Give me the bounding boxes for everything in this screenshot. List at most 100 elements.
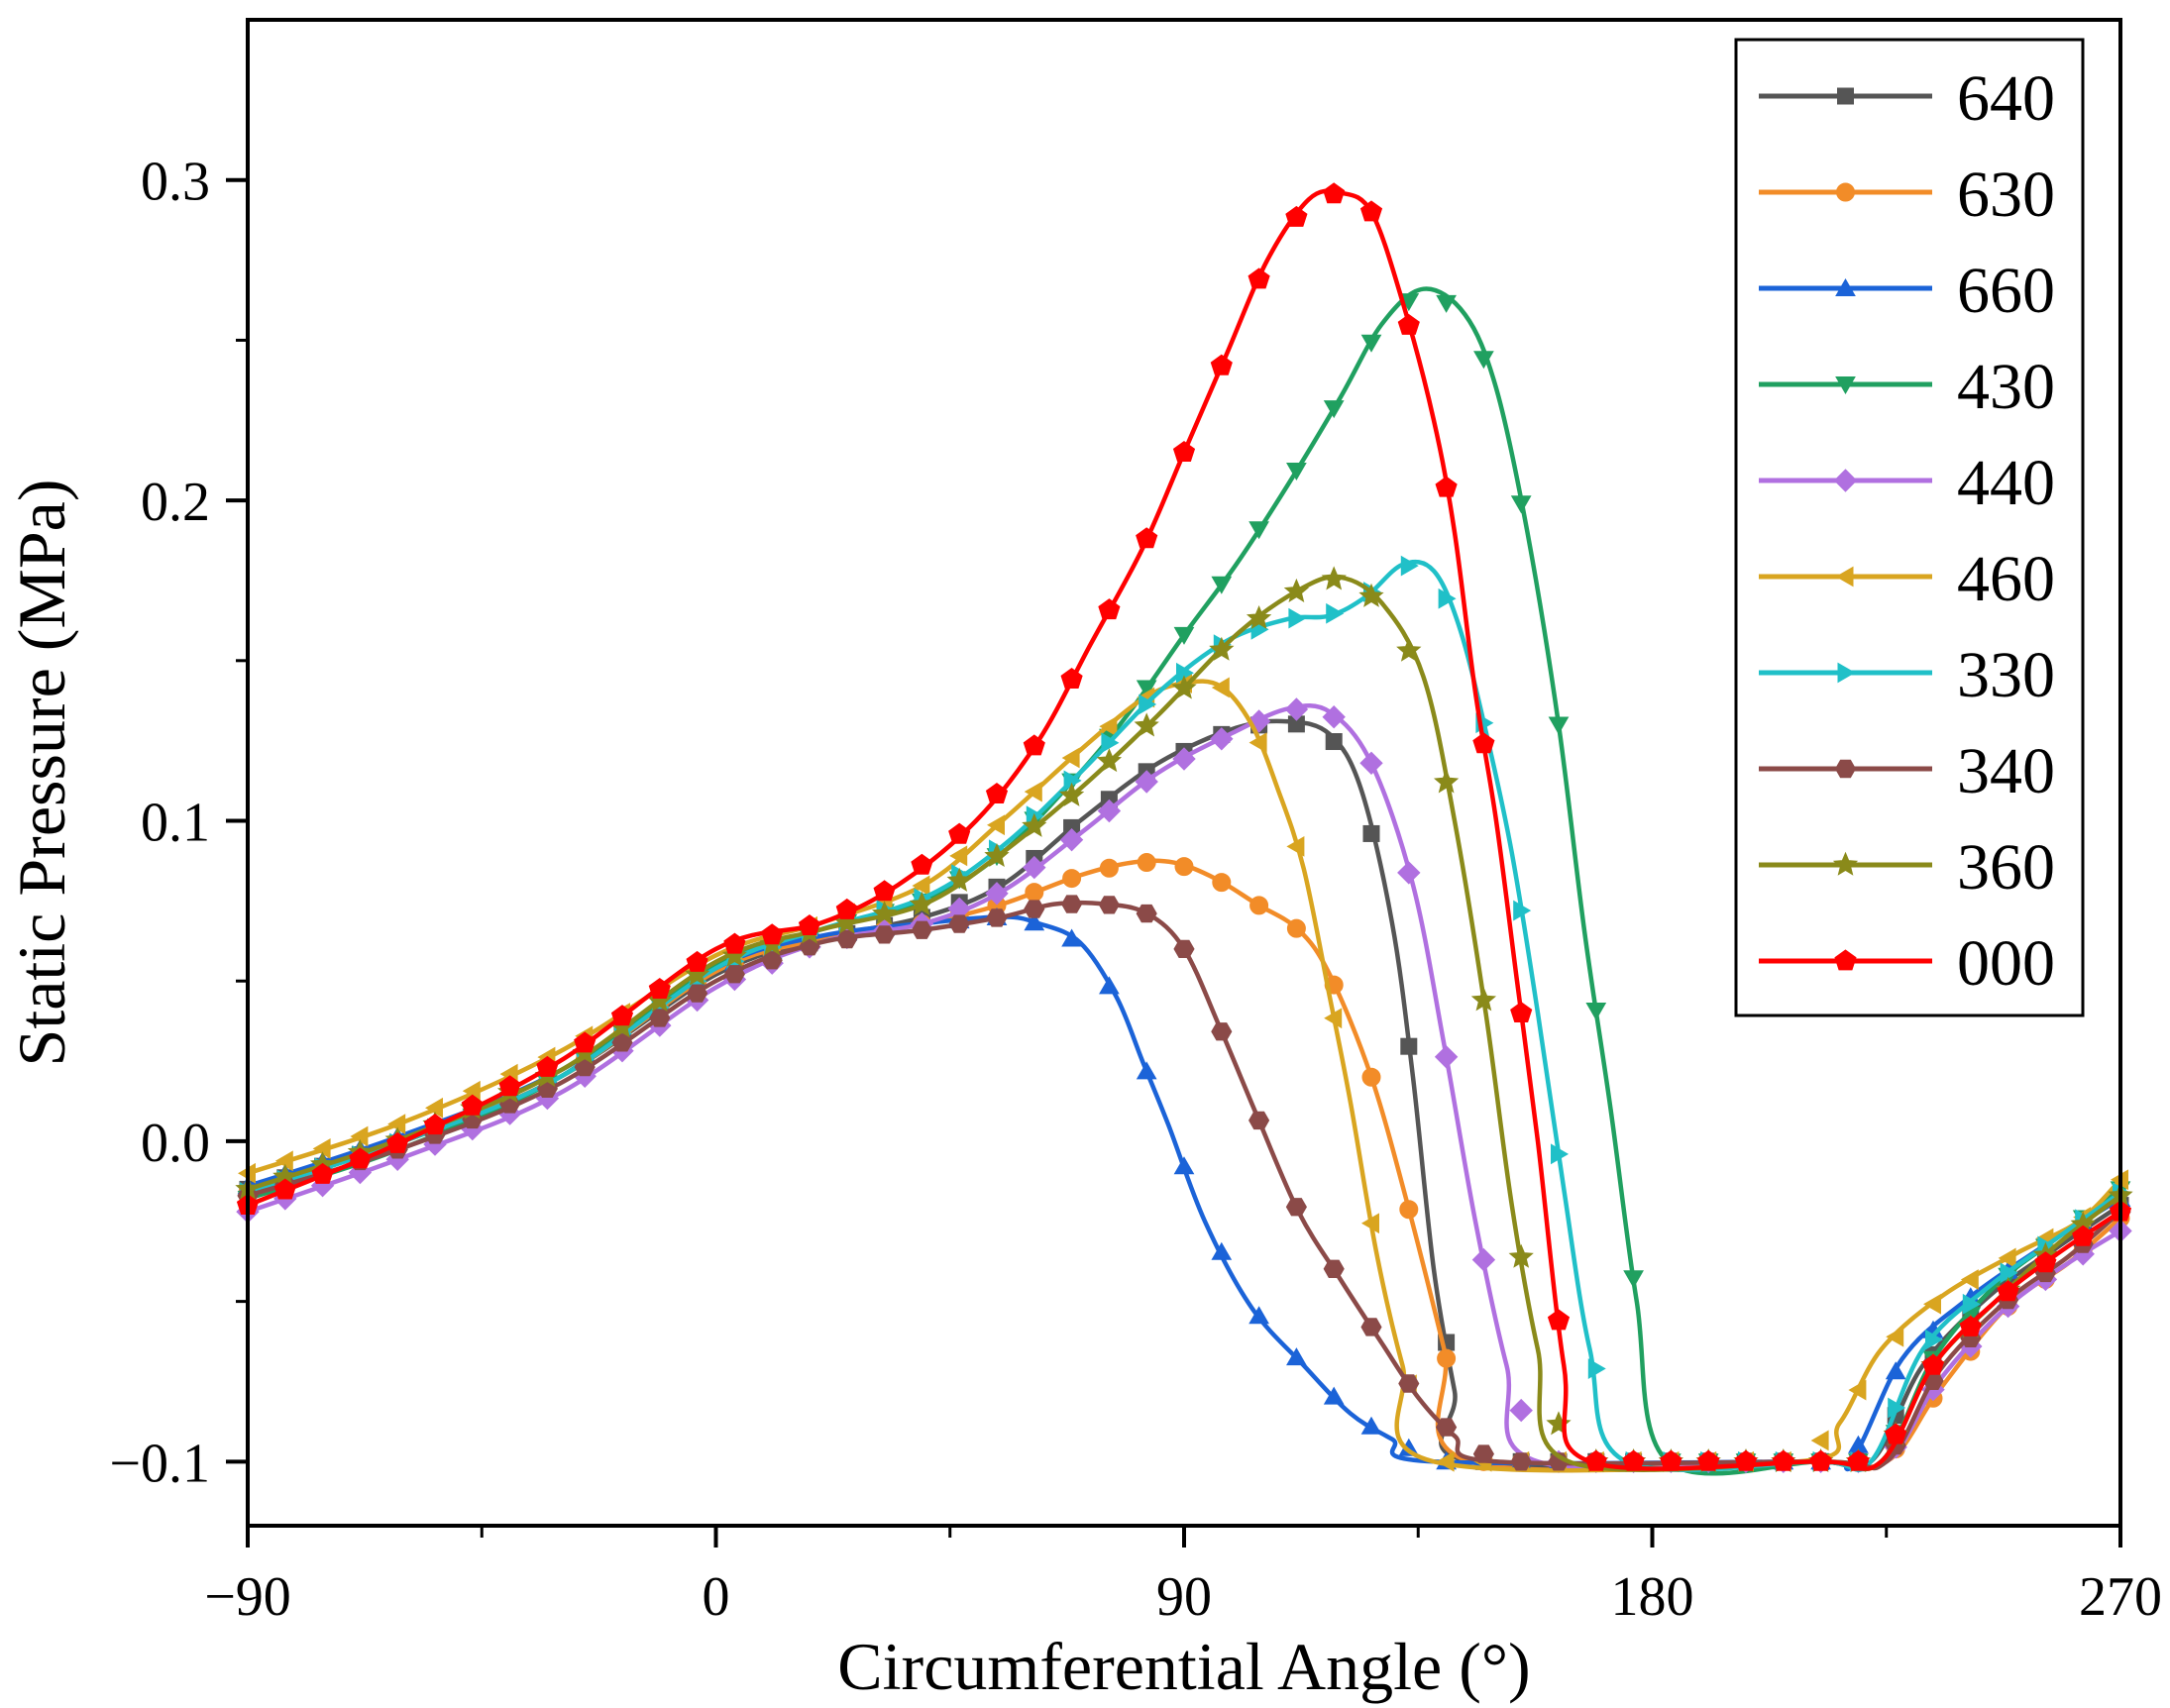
data-point — [836, 929, 858, 949]
data-point — [1436, 1418, 1458, 1437]
data-point — [1099, 715, 1118, 737]
data-point — [1137, 853, 1156, 873]
data-point — [648, 977, 671, 999]
data-point — [1508, 1243, 1534, 1268]
data-point — [1547, 1309, 1571, 1331]
data-point — [798, 913, 821, 935]
data-point — [1059, 827, 1084, 852]
data-point — [911, 853, 933, 875]
data-point — [1472, 732, 1495, 754]
data-point — [1284, 697, 1309, 721]
data-point — [1925, 1329, 1944, 1350]
data-point — [1286, 463, 1307, 481]
data-point — [1513, 900, 1532, 921]
data-point — [1510, 1452, 1532, 1471]
data-point — [1551, 1143, 1569, 1165]
data-point — [1623, 1270, 1644, 1289]
data-point — [1171, 675, 1197, 699]
data-point — [1058, 782, 1085, 806]
legend-label: 360 — [1957, 831, 2055, 904]
data-point — [1888, 1397, 1906, 1419]
data-point — [1025, 883, 1044, 903]
data-point — [834, 909, 860, 934]
legend-marker — [1832, 851, 1859, 876]
data-point — [1510, 495, 1532, 514]
data-point — [1061, 895, 1083, 913]
data-point — [1433, 769, 1460, 794]
data-point — [311, 1162, 334, 1184]
data-point — [2072, 1225, 2095, 1246]
legend-marker — [1836, 182, 1855, 202]
data-point — [1062, 869, 1082, 889]
data-point — [2000, 1262, 2018, 1284]
data-point — [1285, 205, 1308, 227]
legend-label: 340 — [1957, 735, 2055, 807]
legend-item: 660 — [1759, 255, 2055, 327]
data-point — [1622, 1449, 1645, 1471]
data-point — [985, 882, 1009, 906]
data-point — [1959, 1315, 1982, 1336]
data-point — [1960, 1269, 1979, 1290]
data-point — [423, 1114, 447, 1135]
data-point — [1434, 1045, 1459, 1069]
data-point — [1997, 1280, 2019, 1302]
data-point — [1436, 294, 1457, 313]
data-point — [948, 822, 971, 844]
data-point — [1885, 1361, 1906, 1380]
x-tick-label: 90 — [1156, 1566, 1212, 1628]
data-point — [1286, 918, 1306, 938]
x-axis: −90 0 90 180 270 — [204, 1526, 2162, 1628]
data-point — [1359, 200, 1383, 222]
data-point — [1322, 704, 1346, 729]
series-000 — [236, 182, 2132, 1471]
data-point — [461, 1094, 484, 1116]
y-axis-label: Static Pressure (MPa) — [4, 479, 79, 1066]
data-point — [835, 898, 858, 919]
data-point — [1211, 1022, 1233, 1041]
data-point — [273, 1178, 296, 1200]
data-point — [1360, 1213, 1379, 1234]
data-point — [873, 880, 896, 902]
y-tick-label: 0.0 — [141, 1113, 210, 1174]
legend-label: 660 — [1957, 255, 2055, 327]
legend-marker — [1834, 759, 1857, 779]
data-point — [1024, 781, 1042, 802]
data-point — [647, 988, 673, 1013]
data-point — [986, 908, 1008, 927]
data-point — [1885, 1423, 1907, 1444]
legend-box — [1734, 38, 2085, 1017]
legend-label: 440 — [1957, 447, 2055, 519]
legend-marker — [1837, 87, 1854, 105]
x-tick-label: 0 — [703, 1566, 730, 1628]
data-point — [1360, 334, 1382, 353]
data-point — [1438, 587, 1457, 609]
data-point — [1510, 1001, 1533, 1022]
data-point — [1399, 1200, 1419, 1220]
data-point — [1173, 1156, 1195, 1175]
data-point — [1397, 313, 1420, 335]
data-point — [1362, 824, 1380, 842]
data-point — [1360, 1318, 1382, 1336]
data-point — [1248, 521, 1269, 540]
data-point — [1998, 1247, 2016, 1269]
data-point — [1734, 1449, 1758, 1471]
data-point — [1248, 267, 1270, 289]
y-tick-label: 0.1 — [141, 793, 210, 854]
data-point — [1211, 576, 1233, 594]
data-point — [1098, 598, 1121, 620]
data-point — [1211, 1241, 1233, 1260]
data-point — [1472, 1444, 1494, 1463]
data-point — [1135, 770, 1158, 794]
plot-content — [235, 182, 2133, 1476]
data-point — [1360, 1416, 1382, 1435]
data-point — [1962, 1293, 1981, 1315]
legend-label: 640 — [1957, 62, 2055, 135]
data-point — [1697, 1449, 1720, 1471]
data-point — [1248, 1306, 1269, 1325]
data-point — [1136, 527, 1158, 549]
data-point — [1324, 1008, 1343, 1029]
data-point — [1283, 578, 1310, 602]
data-point — [1848, 1379, 1867, 1401]
data-point — [1172, 747, 1196, 771]
